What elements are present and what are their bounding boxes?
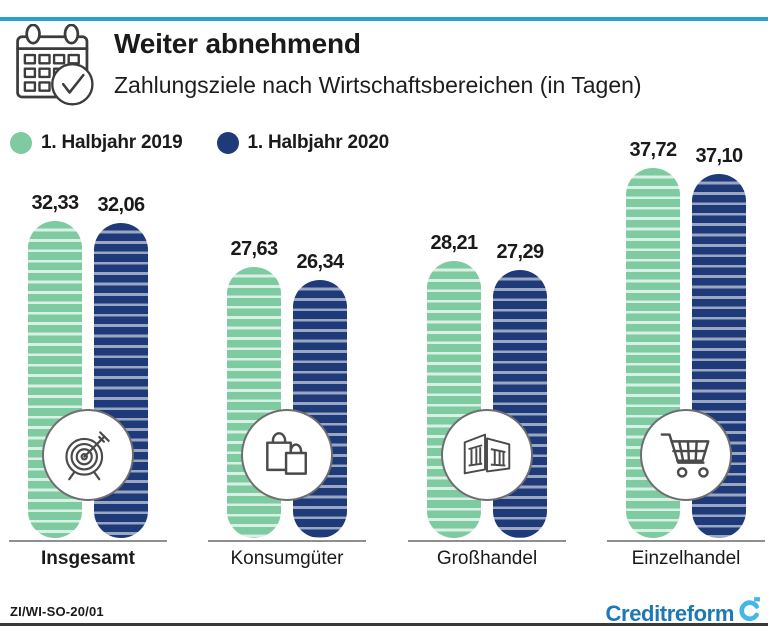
creditreform-logo: Creditreform xyxy=(606,596,760,627)
value-2019-konsumgueter: 27,63 xyxy=(230,238,278,260)
target-icon xyxy=(58,423,118,488)
footer-rule xyxy=(0,623,768,626)
legend-label-2019: 1. Halbjahr 2019 xyxy=(41,132,183,153)
legend-item-2020: 1. Halbjahr 2020 xyxy=(216,132,390,154)
category-label-einzelhandel: Einzelhandel xyxy=(631,548,741,569)
bar-2020-konsumgueter xyxy=(293,280,347,538)
value-2020-konsumgueter: 26,34 xyxy=(296,251,344,273)
shopping-cart-icon xyxy=(655,422,717,489)
top-accent-rule xyxy=(0,17,768,21)
warehouse-icon xyxy=(456,422,518,489)
value-2019-einzelhandel: 37,72 xyxy=(629,139,677,161)
creditreform-c-flag-icon xyxy=(738,596,760,627)
value-2020-insgesamt: 32,06 xyxy=(97,194,145,216)
group-baseline-grosshandel xyxy=(408,540,566,542)
calendar-check-icon xyxy=(10,23,100,108)
value-2020-grosshandel: 27,29 xyxy=(496,241,544,263)
shopping-bags-icon xyxy=(257,423,317,488)
page-title: Weiter abnehmend xyxy=(114,28,361,59)
legend-label-2020: 1. Halbjahr 2020 xyxy=(247,132,390,153)
group-baseline-einzelhandel xyxy=(607,540,765,542)
value-2020-einzelhandel: 37,10 xyxy=(695,145,743,167)
category-icon-circle-insgesamt xyxy=(42,409,134,501)
creditreform-wordmark: Creditreform xyxy=(605,601,735,626)
legend-dot-2020 xyxy=(216,132,239,154)
legend-item-2019: 1. Halbjahr 2019 xyxy=(10,132,183,154)
group-baseline-insgesamt xyxy=(9,540,167,542)
value-2019-insgesamt: 32,33 xyxy=(31,192,79,214)
legend: 1. Halbjahr 2019 1. Halbjahr 2020 xyxy=(10,132,389,154)
value-2019-grosshandel: 28,21 xyxy=(430,232,478,254)
category-icon-circle-konsumgueter xyxy=(241,409,333,501)
group-baseline-konsumgueter xyxy=(208,540,366,542)
legend-dot-2019 xyxy=(10,132,32,154)
category-label-grosshandel: Großhandel xyxy=(436,548,538,569)
page-subtitle: Zahlungsziele nach Wirtschaftsbereichen … xyxy=(114,72,642,98)
category-icon-circle-einzelhandel xyxy=(640,409,732,501)
category-icon-circle-grosshandel xyxy=(441,409,533,501)
category-label-insgesamt: Insgesamt xyxy=(41,548,135,569)
category-label-konsumgueter: Konsumgüter xyxy=(230,548,344,569)
source-code-label: ZI/WI-SO-20/01 xyxy=(10,604,104,619)
